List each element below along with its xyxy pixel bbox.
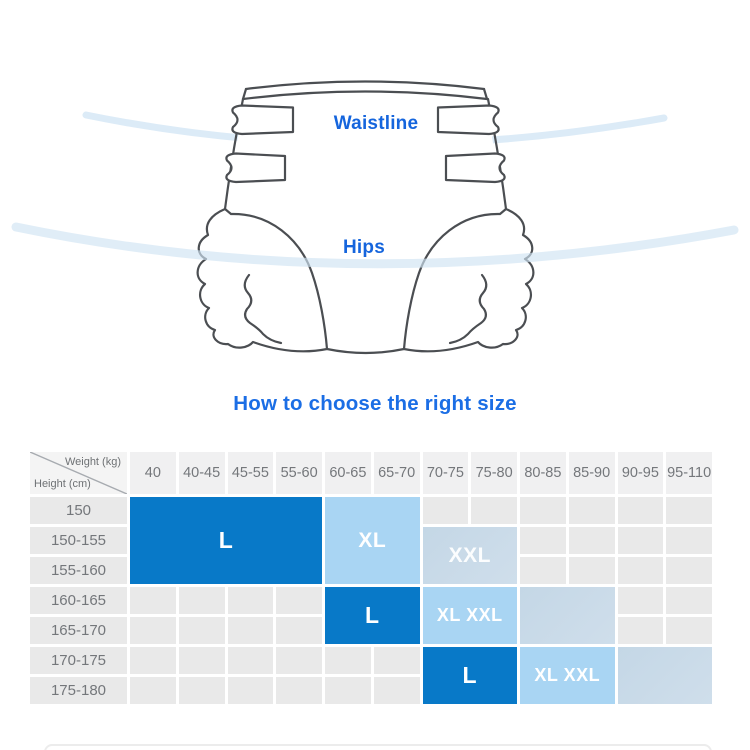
height-row-header: 160-165 <box>30 587 127 614</box>
size-region-xl-xxl: XL XXL <box>520 647 615 704</box>
size-cell <box>617 587 664 614</box>
height-row-header: 150 <box>30 497 127 524</box>
weight-col-header: 80-85 <box>520 452 566 494</box>
size-cell <box>373 647 420 674</box>
size-cell <box>666 527 712 554</box>
weight-col-header: 65-70 <box>373 452 420 494</box>
size-cell <box>130 617 176 644</box>
size-cell <box>568 527 615 554</box>
size-cell <box>130 677 176 704</box>
weight-col-header: 85-90 <box>568 452 615 494</box>
hips-label: Hips <box>343 237 385 258</box>
chart-corner-cell: Weight (kg) Height (cm) <box>30 452 127 494</box>
size-cell <box>666 587 712 614</box>
size-cell <box>325 647 371 674</box>
weight-axis-label: Weight (kg) <box>64 456 121 468</box>
size-cell <box>276 647 322 674</box>
size-cell <box>178 647 225 674</box>
size-cell <box>520 497 566 524</box>
size-cell <box>276 587 322 614</box>
size-cell <box>227 617 274 644</box>
weight-col-header: 90-95 <box>617 452 664 494</box>
size-cell <box>130 647 176 674</box>
size-cell <box>227 587 274 614</box>
corner-diagonal-line <box>30 452 127 494</box>
size-cell <box>617 557 664 584</box>
size-cell <box>568 497 615 524</box>
waistline-label: Waistline <box>333 113 419 134</box>
size-cell <box>422 497 469 524</box>
size-cell <box>178 677 225 704</box>
size-cell <box>666 497 712 524</box>
size-cell <box>520 557 566 584</box>
size-cell <box>568 557 615 584</box>
size-cell <box>227 677 274 704</box>
size-chart-table: Weight (kg) Height (cm) 40 40-45 45-55 55-6… <box>30 452 712 704</box>
diaper-illustration <box>11 80 739 355</box>
size-cell <box>617 527 664 554</box>
size-cell <box>276 677 322 704</box>
height-axis-label: Height (cm) <box>34 478 91 490</box>
size-cell <box>666 557 712 584</box>
weight-col-header: 40 <box>130 452 176 494</box>
weight-col-header: 95-110 <box>666 452 712 494</box>
size-cell <box>666 617 712 644</box>
size-cell <box>325 677 371 704</box>
height-row-header: 150-155 <box>30 527 127 554</box>
size-region-xl: XL <box>325 497 420 584</box>
hips-arc <box>11 222 739 269</box>
next-card-top-edge <box>44 744 712 750</box>
weight-col-header: 75-80 <box>471 452 517 494</box>
height-row-header: 170-175 <box>30 647 127 674</box>
weight-col-header: 45-55 <box>227 452 274 494</box>
weight-col-header: 55-60 <box>276 452 322 494</box>
size-cell <box>617 497 664 524</box>
size-region-l: L <box>130 497 322 584</box>
size-cell <box>178 587 225 614</box>
size-cell <box>276 617 322 644</box>
size-region-unlabeled <box>617 647 712 704</box>
size-region-unlabeled <box>520 587 615 644</box>
size-cell <box>520 527 566 554</box>
height-row-header: 175-180 <box>30 677 127 704</box>
size-cell <box>130 587 176 614</box>
size-cell <box>617 617 664 644</box>
size-region-xl-xxl: XL XXL <box>422 587 517 644</box>
size-region-l: L <box>422 647 517 704</box>
size-guide-title: How to choose the right size <box>233 392 517 415</box>
height-row-header: 165-170 <box>30 617 127 644</box>
weight-col-header: 60-65 <box>325 452 371 494</box>
size-cell <box>471 497 517 524</box>
size-region-l: L <box>325 587 420 644</box>
size-cell <box>373 677 420 704</box>
size-cell <box>178 617 225 644</box>
weight-col-header: 40-45 <box>178 452 225 494</box>
weight-col-header: 70-75 <box>422 452 469 494</box>
size-cell <box>227 647 274 674</box>
size-region-xxl: XXL <box>422 527 517 584</box>
height-row-header: 155-160 <box>30 557 127 584</box>
